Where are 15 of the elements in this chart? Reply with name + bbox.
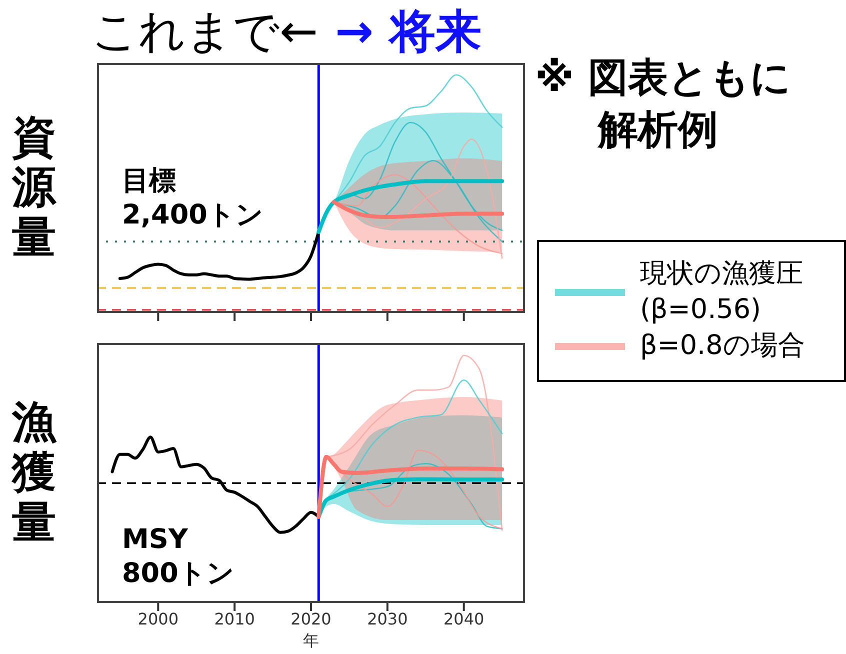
legend-label: β=0.8の場合 <box>640 329 805 363</box>
legend-label: 現状の漁獲圧 (β=0.56) <box>640 257 803 327</box>
ref-line-label: MSY 800トン <box>122 524 234 590</box>
x-tick-label: 2000 <box>138 609 178 628</box>
x-tick-label: 2040 <box>444 609 484 628</box>
x-axis-title: 年 <box>303 631 319 650</box>
text: → 将来 <box>335 3 482 60</box>
text: これまで← <box>91 3 318 60</box>
x-tick-label: 2030 <box>367 609 408 628</box>
ref-line-label: 目標 2,400トン <box>122 166 264 231</box>
text: ※ 図表ともに解析例 <box>535 54 792 155</box>
x-tick-label: 2020 <box>290 609 332 628</box>
y-axis-title: 漁獲量 <box>10 397 58 548</box>
x-tick-label: 2010 <box>214 609 255 628</box>
y-axis-title: 資源量 <box>10 112 58 263</box>
